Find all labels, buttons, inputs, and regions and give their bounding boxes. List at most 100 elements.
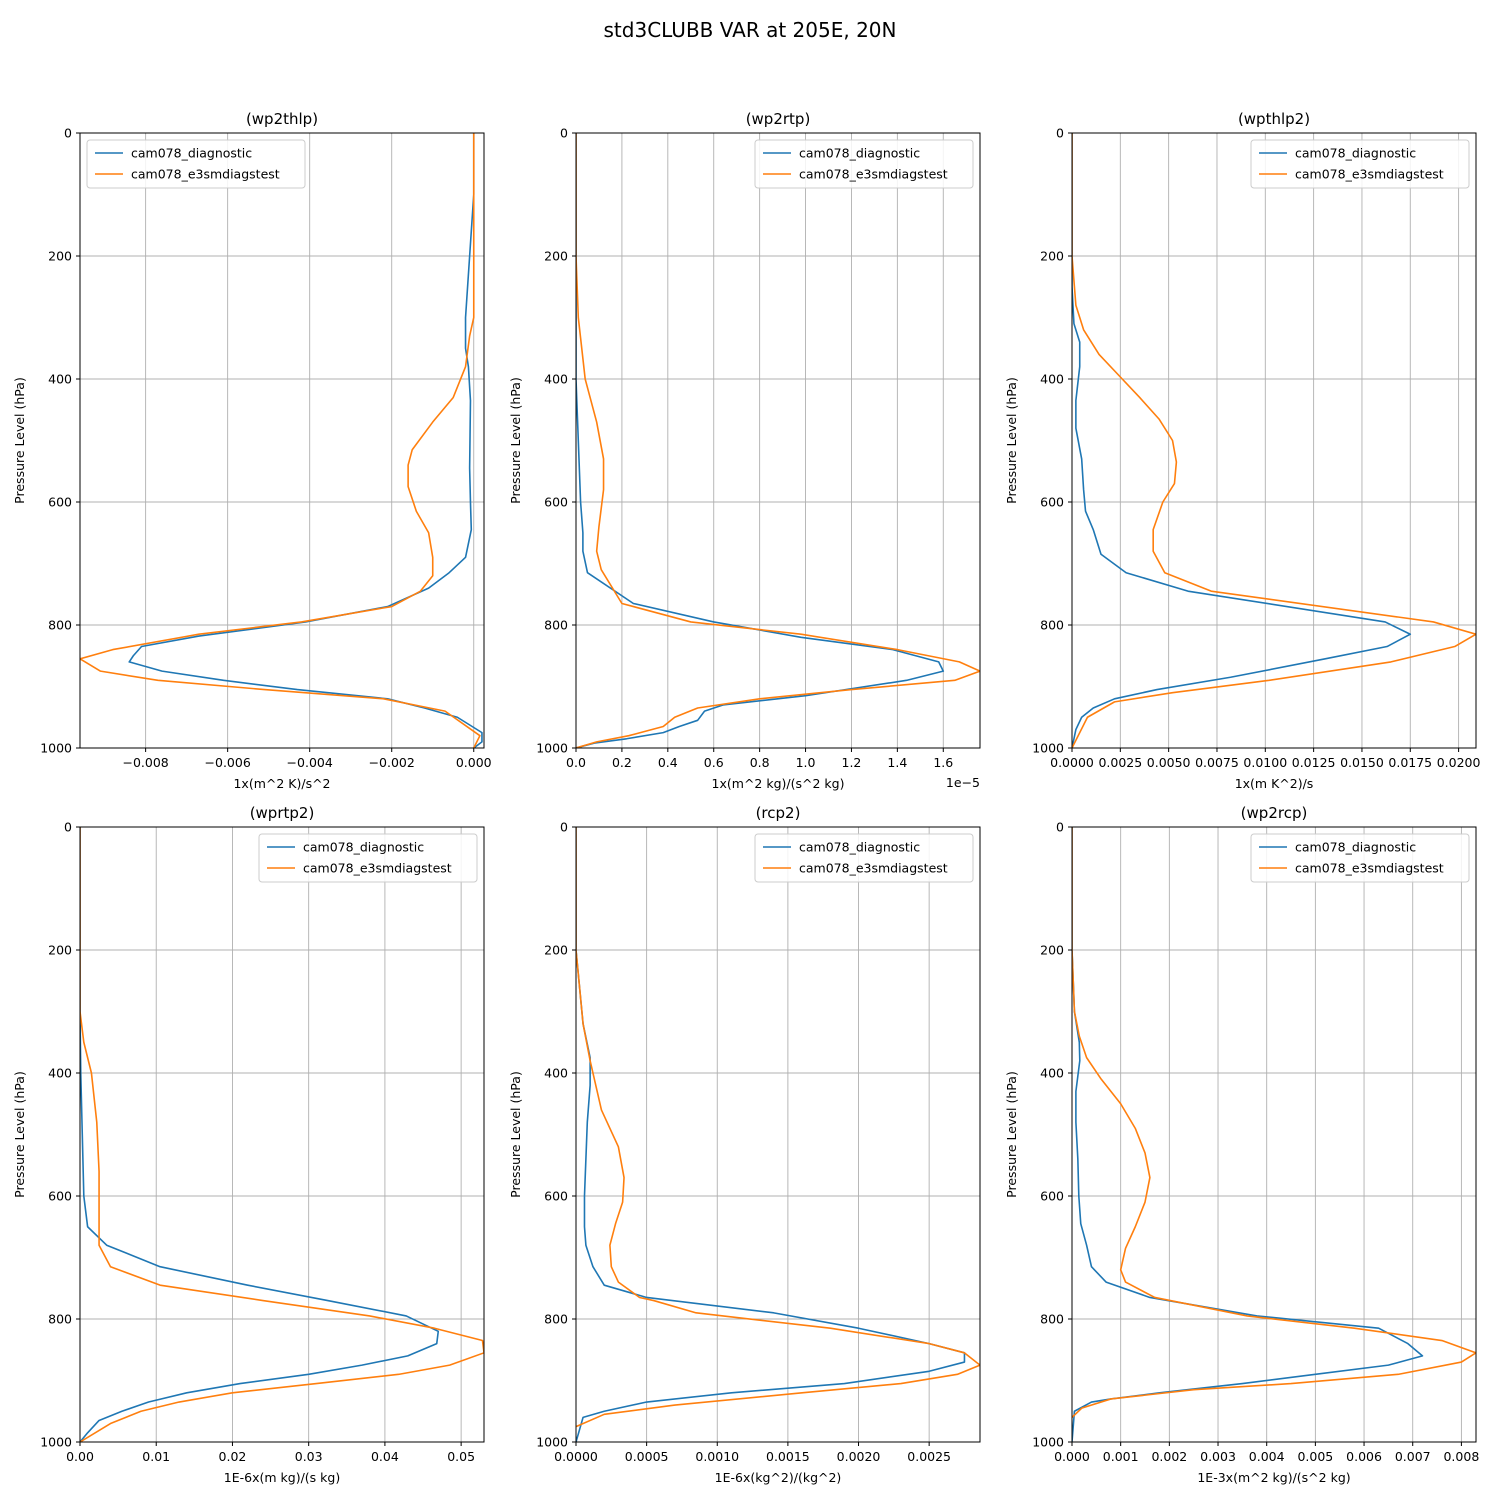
- axes-frame: [1071, 826, 1477, 1443]
- x-tick-label: 0.0175: [1388, 755, 1432, 770]
- legend: cam078_diagnostic cam078_e3smdiagstest: [1250, 833, 1470, 883]
- y-tick-label: 1000: [40, 741, 72, 756]
- y-tick-label: 1000: [536, 741, 568, 756]
- x-tick-label: 1.4: [887, 755, 907, 770]
- legend-label: cam078_e3smdiagstest: [1295, 861, 1444, 876]
- axes-frame: [575, 826, 981, 1443]
- legend-label: cam078_diagnostic: [1295, 146, 1416, 161]
- legend-box: [258, 833, 478, 883]
- y-tick-label: 0: [1056, 820, 1064, 835]
- x-tick-label: 0.01: [142, 1449, 170, 1464]
- series-line-diagnostic: [1072, 133, 1412, 748]
- legend-label: cam078_diagnostic: [799, 840, 920, 855]
- series-lines: [1072, 827, 1476, 1442]
- series-lines: [80, 133, 483, 748]
- subplot-2: 0.0 0.2 0.4 0.6 0.8 1.0 1.2 1.4 1.6 0 200 400 600 800…: [508, 110, 981, 791]
- subplot-title: (wp2thlp): [246, 110, 318, 128]
- x-tick-label: 0.0125: [1292, 755, 1336, 770]
- y-tick-label: 0: [560, 126, 568, 141]
- subplot-title: (rcp2): [756, 804, 801, 822]
- legend-label: cam078_diagnostic: [131, 146, 252, 161]
- y-tick-label: 400: [1040, 372, 1064, 387]
- subplot-4: 0.00 0.01 0.02 0.03 0.04 0.05 0 200 400 600 800 100…: [12, 804, 485, 1485]
- series-line-diagnostic: [80, 827, 440, 1442]
- x-axis-label: 1x(m^2 K)/s^2: [233, 776, 330, 791]
- x-tick-label: −0.004: [287, 755, 333, 770]
- y-tick-label: 0: [64, 126, 72, 141]
- x-tick-label: 0.8: [750, 755, 770, 770]
- y-tick-label: 400: [544, 1066, 568, 1081]
- x-tick-label: −0.008: [122, 755, 168, 770]
- x-axis-label: 1E-6x(m kg)/(s kg): [224, 1470, 340, 1485]
- series-lines: [1072, 133, 1476, 748]
- x-tick-label: 1.0: [796, 755, 816, 770]
- y-tick-label: 200: [544, 249, 568, 264]
- y-tick-label: 0: [64, 820, 72, 835]
- x-tick-label: 0.0025: [907, 1449, 951, 1464]
- subplot-3: 0.0000 0.0025 0.0050 0.0075 0.0100 0.0125 0.01…: [1004, 110, 1481, 791]
- x-tick-label: −0.002: [369, 755, 415, 770]
- x-tick-label: 0.0010: [695, 1449, 739, 1464]
- y-tick-label: 600: [544, 495, 568, 510]
- x-tick-label: 0.04: [371, 1449, 399, 1464]
- legend-label: cam078_e3smdiagstest: [303, 861, 452, 876]
- x-tick-label: 1.2: [842, 755, 862, 770]
- x-tick-label: 0.2: [612, 755, 632, 770]
- series-line-e3smdiagstest: [1072, 133, 1476, 748]
- x-tick-label: 0.008: [1443, 1449, 1479, 1464]
- x-axis-label: 1E-3x(m^2 kg)/(s^2 kg): [1197, 1470, 1350, 1485]
- x-tick-label: 0.004: [1249, 1449, 1285, 1464]
- y-axis-label: Pressure Level (hPa): [508, 377, 523, 504]
- y-tick-label: 1000: [536, 1435, 568, 1450]
- series-lines: [80, 827, 484, 1442]
- legend: cam078_diagnostic cam078_e3smdiagstest: [754, 833, 974, 883]
- axes-frame: [79, 132, 485, 749]
- legend: cam078_diagnostic cam078_e3smdiagstest: [754, 139, 974, 189]
- legend-label: cam078_e3smdiagstest: [799, 167, 948, 182]
- subplot-title: (wp2rtp): [746, 110, 811, 128]
- y-axis-label: Pressure Level (hPa): [12, 1071, 27, 1198]
- y-tick-label: 0: [1056, 126, 1064, 141]
- y-axis-label: Pressure Level (hPa): [1004, 377, 1019, 504]
- x-axis-label: 1E-6x(kg^2)/(kg^2): [715, 1470, 842, 1485]
- x-tick-label: 0.002: [1151, 1449, 1187, 1464]
- y-tick-label: 400: [544, 372, 568, 387]
- legend-box: [1250, 139, 1470, 189]
- y-tick-label: 600: [1040, 1189, 1064, 1204]
- x-tick-label: 0.6: [704, 755, 724, 770]
- legend-label: cam078_e3smdiagstest: [799, 861, 948, 876]
- y-axis-label: Pressure Level (hPa): [508, 1071, 523, 1198]
- legend: cam078_diagnostic cam078_e3smdiagstest: [86, 139, 306, 189]
- subplot-1: −0.008 −0.006 −0.004 −0.002 0.000 0 200 400 600 8…: [12, 110, 492, 791]
- x-tick-label: −0.006: [205, 755, 251, 770]
- x-tick-label: 0.001: [1103, 1449, 1139, 1464]
- x-tick-label: 0.007: [1395, 1449, 1431, 1464]
- subplot-grid: −0.008 −0.006 −0.004 −0.002 0.00002004006008…: [12, 110, 1481, 1485]
- series-lines: [576, 133, 980, 748]
- axes-frame: [575, 132, 981, 749]
- legend-label: cam078_diagnostic: [799, 146, 920, 161]
- y-axis-label: Pressure Level (hPa): [12, 377, 27, 504]
- x-axis-offset-label: 1e−5: [946, 775, 980, 790]
- x-tick-label: 0.0050: [1147, 755, 1191, 770]
- y-tick-label: 600: [48, 1189, 72, 1204]
- x-tick-label: 0.0000: [1050, 755, 1094, 770]
- legend-label: cam078_diagnostic: [1295, 840, 1416, 855]
- subplot-6: 0.000 0.001 0.002 0.003 0.004 0.005 0.006 0.007…: [1004, 804, 1479, 1485]
- grid: [1071, 826, 1476, 1443]
- subplot-title: (wp2rcp): [1241, 804, 1308, 822]
- figure-title: std3CLUBB VAR at 205E, 20N: [604, 18, 897, 42]
- series-line-e3smdiagstest: [1072, 827, 1476, 1418]
- subplot-title: (wprtp2): [250, 804, 315, 822]
- y-tick-label: 600: [48, 495, 72, 510]
- y-tick-label: 1000: [1032, 741, 1064, 756]
- y-tick-label: 400: [48, 372, 72, 387]
- x-tick-label: 0.03: [295, 1449, 323, 1464]
- y-tick-label: 200: [1040, 249, 1064, 264]
- x-tick-label: 0.00: [66, 1449, 94, 1464]
- y-tick-label: 200: [48, 249, 72, 264]
- y-tick-label: 800: [544, 1312, 568, 1327]
- legend: cam078_diagnostic cam078_e3smdiagstest: [258, 833, 478, 883]
- y-tick-label: 200: [544, 943, 568, 958]
